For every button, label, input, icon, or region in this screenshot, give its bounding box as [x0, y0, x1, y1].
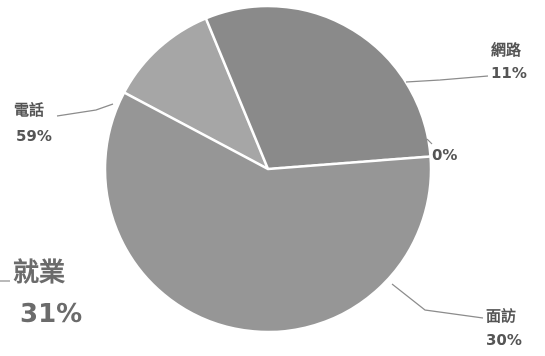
slice-value-phone: 59% — [16, 127, 52, 145]
slice-label-face: 面訪 — [486, 307, 516, 325]
leader-line-face — [392, 284, 483, 318]
slice-value-face: 30% — [486, 331, 522, 349]
leader-line-phone — [57, 104, 113, 116]
slice-value-online: 11% — [491, 64, 527, 82]
slice-label-online: 網路 — [491, 41, 522, 59]
pie-slices — [105, 6, 431, 332]
slice-label-phone: 電話 — [14, 101, 44, 119]
leader-line-online — [406, 76, 488, 82]
annotation-value-employment: 31% — [20, 299, 82, 329]
annotation-label-employment: 就業 — [13, 258, 65, 288]
slice-value-zero: 0% — [432, 146, 457, 164]
